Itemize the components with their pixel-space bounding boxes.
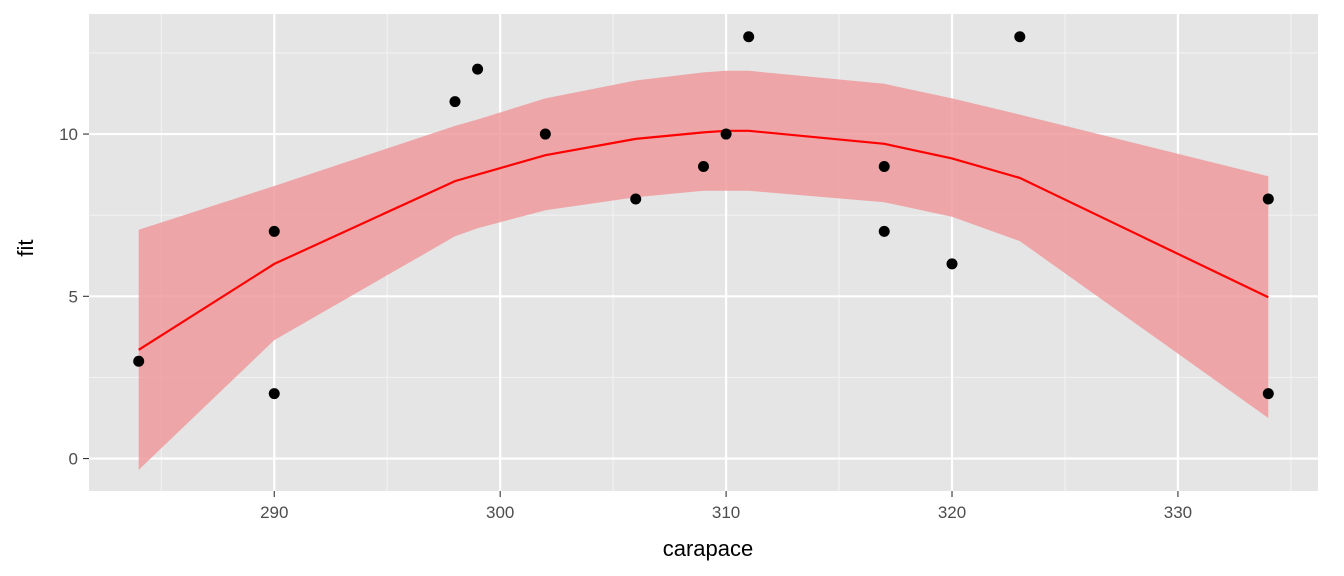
data-point bbox=[472, 63, 484, 75]
x-tick-label: 330 bbox=[1164, 503, 1192, 522]
data-point bbox=[743, 31, 755, 43]
data-points bbox=[133, 31, 1274, 400]
y-axis-title: fit bbox=[13, 239, 38, 256]
data-point bbox=[1014, 31, 1026, 43]
data-point bbox=[720, 128, 732, 140]
data-point bbox=[878, 161, 890, 173]
x-axis: 290 300 310 320 330 bbox=[260, 491, 1192, 522]
data-point bbox=[878, 225, 890, 237]
x-tick-label: 290 bbox=[260, 503, 288, 522]
x-axis-title: carapace bbox=[663, 536, 754, 561]
data-point bbox=[268, 225, 280, 237]
data-point bbox=[630, 193, 642, 205]
fit-line bbox=[138, 129, 1269, 351]
y-tick-label: 10 bbox=[59, 125, 78, 144]
x-tick-label: 310 bbox=[712, 503, 740, 522]
y-tick-label: 0 bbox=[69, 450, 78, 469]
data-point bbox=[133, 355, 145, 367]
data-point bbox=[1262, 193, 1274, 205]
data-point bbox=[449, 96, 461, 108]
y-tick-label: 5 bbox=[69, 287, 78, 306]
data-point bbox=[539, 128, 551, 140]
x-tick-label: 300 bbox=[486, 503, 514, 522]
confidence-ribbon bbox=[138, 70, 1269, 470]
data-point bbox=[1262, 388, 1274, 400]
data-point bbox=[946, 258, 958, 270]
y-axis: 0 5 10 bbox=[59, 125, 89, 469]
data-point bbox=[268, 388, 280, 400]
data-point bbox=[698, 161, 709, 173]
x-tick-label: 320 bbox=[938, 503, 966, 522]
